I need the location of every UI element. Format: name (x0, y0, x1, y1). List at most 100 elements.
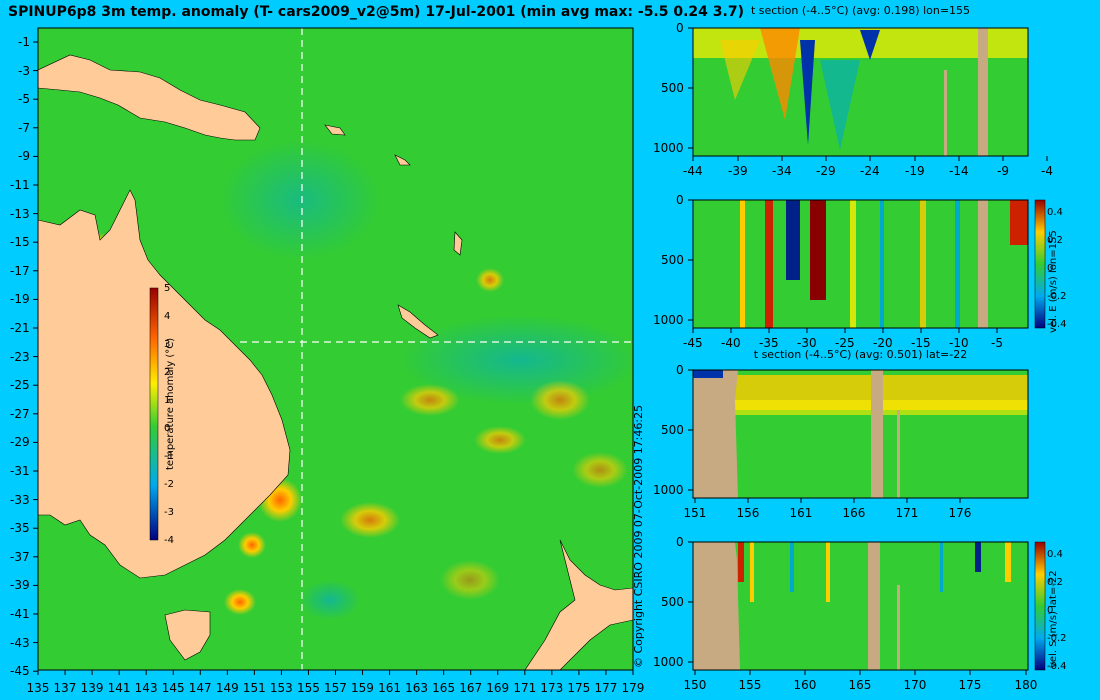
map-colorbar-tick-label: 0 (164, 422, 171, 434)
main-title: SPINUP6p8 3m temp. anomaly (T- cars2009_… (8, 4, 744, 20)
map-x-tick-label: 171 (513, 681, 537, 695)
tsec-lon-y-tick-label: 1000 (653, 141, 684, 155)
map-y-tick-label: -25 (10, 378, 30, 393)
copyright-note: © Copyright CSIRO 2009 07-Oct-2009 17:46… (632, 404, 645, 668)
map-x-tick-label: 161 (378, 681, 401, 695)
map-y-tick-label: -3 (18, 63, 30, 78)
vsec-lat-colorbar-tick-label: -0.4 (1047, 660, 1067, 672)
vsec-lat-y-tick-label: 500 (661, 595, 684, 609)
tsec-lat-x-tick-label: 171 (895, 506, 919, 520)
vsec-lat-colorbar-tick-label: 0.4 (1047, 548, 1063, 560)
usec-lon-colorbar-tick-label: 0 (1047, 262, 1054, 274)
map-y-tick-label: -1 (18, 35, 30, 49)
anomaly-patches (78, 140, 633, 620)
usec-lon-colorbar-tick-label: -0.2 (1047, 290, 1067, 302)
map-y-tick-label: -27 (10, 406, 30, 421)
tsec-lon-x-tick-label: -39 (728, 164, 748, 178)
map-x-tick-label: 179 (621, 681, 645, 695)
map-y-tick-label: -43 (10, 635, 30, 650)
map-x-tick-label: 137 (53, 681, 77, 695)
map-colorbar-tick-label: 3 (164, 338, 171, 350)
tsec-lat-panel (692, 369, 1029, 499)
vel-s-colorbar (1034, 541, 1046, 671)
map-x-tick-label: 135 (26, 681, 50, 695)
map-x-tick-label: 159 (351, 681, 374, 695)
vsec-lat-colorbar-tick-label: -0.2 (1047, 632, 1067, 644)
map-x-tick-label: 169 (486, 681, 510, 695)
tsec-lat-x-tick-label: 166 (842, 506, 866, 520)
tsec-lat-y-tick-label: 0 (676, 363, 684, 377)
tsec-lat-y-tick-label: 500 (661, 423, 684, 437)
map-y-tick-label: -35 (10, 521, 30, 536)
usec-lon-y-tick-label: 0 (676, 193, 684, 207)
usec-lon-x-tick-label: -25 (835, 336, 855, 350)
map-colorbar-tick-label: 1 (164, 394, 171, 406)
usec-lon-colorbar-tick-label: -0.4 (1047, 318, 1067, 330)
tsec-lon-x-tick-label: -19 (905, 164, 925, 178)
usec-lon-x-tick-label: -15 (911, 336, 931, 350)
map-x-tick-label: 153 (269, 681, 293, 695)
usec-lon-x-tick-label: -35 (759, 336, 779, 350)
map-y-tick-label: -29 (10, 435, 30, 450)
vsec-lat-panel (692, 541, 1029, 671)
vsec-lat-y-tick-label: 0 (676, 535, 684, 549)
map-colorbar-tick-label: -3 (164, 506, 174, 518)
map-x-tick-label: 147 (188, 681, 212, 695)
map-x-tick-label: 155 (296, 681, 320, 695)
tsec-lon-x-tick-label: -14 (949, 164, 969, 178)
vsec-lat-x-tick-label: 150 (683, 678, 707, 692)
usec-lon-x-tick-label: -5 (991, 336, 1003, 350)
map-x-tick-label: 165 (432, 681, 456, 695)
map-colorbar (149, 287, 159, 541)
map-x-tick-label: 139 (80, 681, 104, 695)
map-colorbar-tick-label: -4 (164, 534, 174, 546)
map-y-tick-label: -11 (10, 178, 30, 192)
map-y-tick-label: -9 (18, 149, 30, 164)
map-x-tick-label: 163 (405, 681, 429, 695)
map-colorbar-tick-label: 2 (164, 366, 171, 378)
vsec-lat-x-tick-label: 155 (738, 678, 762, 692)
map-x-tick-label: 157 (324, 681, 347, 695)
vsec-lat-colorbar-tick-label: 0 (1047, 604, 1054, 616)
map-x-tick-label: 151 (242, 681, 266, 695)
tsec-lon-x-tick-label: -34 (772, 164, 792, 178)
map-colorbar-tick-label: 5 (164, 282, 171, 294)
map-x-tick-label: 145 (161, 681, 185, 695)
vsec-lat-colorbar-tick-label: 0.2 (1047, 576, 1063, 588)
tsec-lon-x-tick-label: -24 (860, 164, 880, 178)
tsec-lat-x-tick-label: 176 (948, 506, 972, 520)
map-y-tick-label: -33 (10, 492, 30, 507)
map-y-tick-label: -21 (10, 321, 30, 335)
tsec-lat-x-tick-label: 151 (683, 506, 707, 520)
land (38, 54, 633, 670)
usec-lon-colorbar-tick-label: 0.4 (1047, 206, 1063, 218)
vsec-lat-x-tick-label: 175 (958, 678, 982, 692)
usec-lon-y-tick-label: 1000 (653, 313, 684, 327)
map-y-tick-label: -19 (10, 292, 30, 307)
tsec-lat-x-tick-label: 156 (736, 506, 760, 520)
vsec-lat-x-tick-label: 170 (903, 678, 927, 692)
tsec-lon-title: t section (-4..5°C) (avg: 0.198) lon=155 (750, 4, 971, 17)
vsec-lat-x-tick-label: 160 (793, 678, 817, 692)
map-y-tick-label: -7 (18, 120, 30, 135)
map-y-tick-label: -15 (10, 235, 30, 250)
vsec-lat-x-tick-label: 165 (848, 678, 872, 692)
usec-lon-x-tick-label: -45 (683, 336, 703, 350)
map-y-tick-label: -37 (10, 549, 30, 564)
vsec-lat-x-tick-label: 180 (1014, 678, 1038, 692)
map-y-tick-label: -41 (10, 607, 30, 621)
map-y-tick-label: -45 (10, 664, 30, 679)
map-x-tick-label: 175 (567, 681, 591, 695)
map-x-tick-label: 143 (134, 681, 158, 695)
map-y-tick-label: -31 (10, 464, 30, 478)
map-colorbar-tick-label: 4 (164, 310, 171, 322)
tsec-lon-x-tick-label: -9 (997, 164, 1009, 178)
usec-lon-y-tick-label: 500 (661, 253, 684, 267)
tsec-lat-y-tick-label: 1000 (653, 483, 684, 497)
usec-lon-x-tick-label: -10 (949, 336, 969, 350)
tsec-lat-x-tick-label: 161 (789, 506, 813, 520)
map-x-tick-label: 173 (540, 681, 564, 695)
tsec-lon-x-tick-label: -4 (1041, 164, 1053, 178)
map-y-tick-label: -39 (10, 578, 30, 593)
